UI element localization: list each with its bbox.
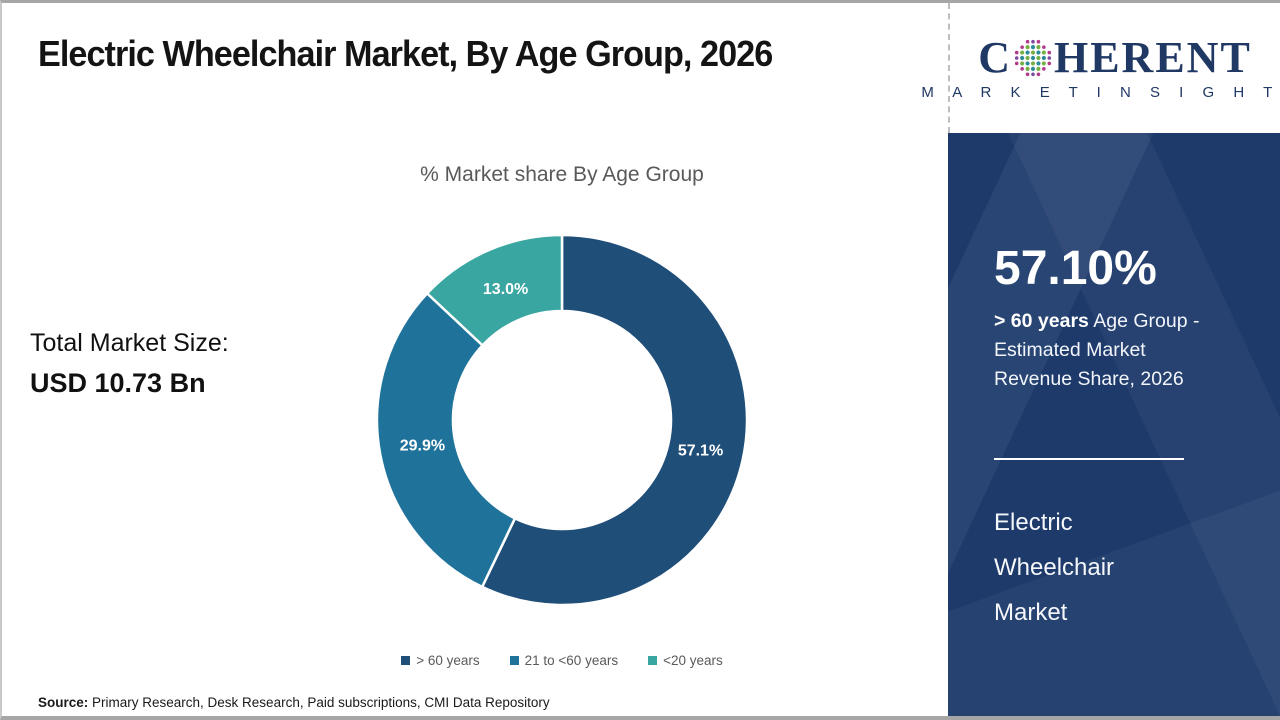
legend-label: 21 to <60 years xyxy=(524,653,619,668)
chart-legend: > 60 years 21 to <60 years <20 years xyxy=(282,653,842,668)
slice-label-1: 29.9% xyxy=(400,437,445,454)
brand-subtitle: M A R K E T I N S I G H T S xyxy=(921,83,1280,101)
page-title: Electric Wheelchair Market, By Age Group… xyxy=(38,33,773,74)
legend-item-0: > 60 years xyxy=(401,653,480,668)
brand-logo: C HERENT M A R K E T I N S I G H T S xyxy=(921,3,1280,133)
market-name: Electric Wheelchair Market xyxy=(994,509,1115,626)
slice-label-2: 13.0% xyxy=(483,281,528,298)
chart-title: % Market share By Age Group xyxy=(420,163,704,186)
brand-letters-rest: HERENT xyxy=(1053,32,1252,82)
legend-item-2: <20 years xyxy=(648,653,723,668)
stat-description-bold: > 60 years xyxy=(994,310,1089,332)
stat-description-rest: Age Group - Estimated Market Revenue Sha… xyxy=(994,310,1200,390)
donut-slice-0 xyxy=(480,233,749,607)
stat-value: 57.10% xyxy=(994,242,1157,295)
source-text: Primary Research, Desk Research, Paid su… xyxy=(88,695,550,710)
dotted-globe-icon xyxy=(1014,39,1052,76)
legend-swatch-icon xyxy=(509,656,519,665)
donut-chart: 57.1% 29.9% 13.0% xyxy=(375,233,749,607)
donut-chart-container: 57.1% 29.9% 13.0% xyxy=(375,233,749,611)
legend-swatch-icon xyxy=(648,656,658,665)
slice-label-0: 57.1% xyxy=(678,443,723,460)
legend-swatch-icon xyxy=(401,656,411,665)
legend-label: <20 years xyxy=(663,653,723,668)
legend-label: > 60 years xyxy=(416,653,480,668)
total-market-size-block: Total Market Size: USD 10.73 Bn xyxy=(30,329,229,399)
brand-letter-c: C xyxy=(978,32,1012,82)
total-market-size-label: Total Market Size: xyxy=(30,329,229,357)
legend-item-1: 21 to <60 years xyxy=(509,653,619,668)
donut-slice-1 xyxy=(375,292,517,589)
donut-slice-2 xyxy=(425,233,564,347)
brand-wordmark: C HERENT xyxy=(978,32,1252,82)
sidebar-divider xyxy=(994,458,1184,460)
total-market-size-value: USD 10.73 Bn xyxy=(30,368,206,398)
source-label: Source: xyxy=(38,695,89,710)
source-line: Source: Primary Research, Desk Research,… xyxy=(38,695,550,710)
stat-description: > 60 years Age Group - Estimated Market … xyxy=(994,307,1214,394)
highlight-sidebar: 57.10% > 60 years Age Group - Estimated … xyxy=(948,133,1280,716)
